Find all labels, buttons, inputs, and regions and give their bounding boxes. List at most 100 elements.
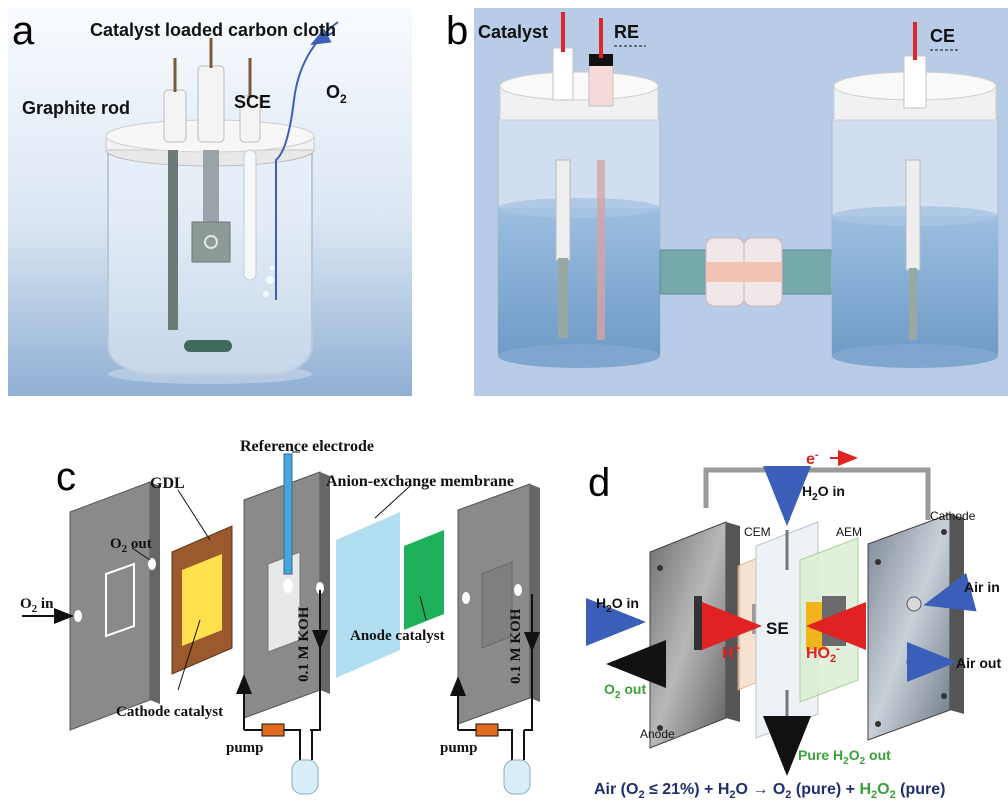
label-anion-exchange-membrane: Anion-exchange membrane [326, 473, 514, 490]
panel-a: a Catalyst loaded carbon cloth Graphite … [8, 8, 412, 396]
aem-catalyst-grey [822, 596, 846, 646]
anion-exchange-membrane [336, 512, 400, 678]
anode-window [481, 561, 513, 649]
bubble [266, 276, 274, 284]
anode-flow-slot [694, 596, 702, 650]
cathode-catalyst-layer [182, 554, 222, 646]
stir-bar [184, 340, 232, 352]
label-reference-electrode: Reference electrode [240, 438, 374, 455]
reaction-equation: Air (O2 ≤ 21%) + H2O → O2 (pure) + H2O2 … [594, 781, 945, 801]
leader-line [177, 489, 211, 541]
port [283, 579, 293, 593]
label-o2-in: O2 in [20, 596, 54, 615]
left-electrolyte [498, 208, 660, 356]
endplate-left-side [150, 482, 160, 704]
label-o2-out: O2 out [110, 536, 152, 555]
carbon-cloth [191, 221, 231, 263]
electrode-clip [204, 235, 218, 249]
panel-b: b Catalyst RE CE [446, 8, 1008, 396]
label-pump-2: pump [440, 740, 478, 756]
re-cap [589, 54, 613, 66]
re-tube [597, 160, 605, 340]
label-cem: CEM [744, 525, 771, 539]
screw [875, 559, 881, 565]
label-aem: AEM [836, 525, 862, 539]
label-pump-1: pump [226, 740, 264, 756]
label-catalyst-carbon-cloth: Catalyst loaded carbon cloth [90, 20, 336, 40]
air-in-port [906, 596, 922, 612]
ce-holder [903, 55, 927, 109]
label-ce: CE [930, 26, 955, 46]
left-liquid-surface [498, 198, 660, 218]
catalyst-electrode [558, 258, 568, 338]
ce-lead [913, 22, 917, 60]
label-cathode: Cathode [930, 509, 976, 523]
label-air-out: Air out [956, 655, 1001, 671]
panel-b-letter: b [446, 9, 468, 53]
label-h2o-in-top: H2O in [802, 483, 845, 503]
leader-line [419, 595, 427, 621]
graphite-rod-holder [163, 89, 187, 143]
screw [875, 721, 881, 727]
label-cathode-catalyst: Cathode catalyst [116, 704, 223, 720]
reservoir-lines [498, 729, 525, 760]
label-o2: O2 [326, 82, 347, 106]
label-catalyst: Catalyst [478, 22, 548, 42]
bridge-membrane [706, 262, 782, 282]
label-sce: SCE [234, 92, 271, 112]
label-graphite-rod: Graphite rod [22, 98, 130, 118]
reservoir-lines [284, 729, 313, 760]
ce-electrode [909, 268, 917, 340]
bubble [269, 265, 275, 271]
port [462, 592, 470, 604]
label-electron: e- [806, 449, 819, 468]
bubble [263, 291, 269, 297]
o2-in-port [74, 610, 82, 622]
panel-d-letter: d [588, 461, 610, 505]
screw [657, 565, 663, 571]
label-koh-cathode: 0.1 M KOH [296, 606, 312, 682]
screw [941, 529, 947, 535]
ce-rod [905, 159, 921, 271]
label-re: RE [614, 22, 639, 42]
flow-field-window [105, 562, 135, 638]
catalyst-electrode-holder [552, 47, 574, 101]
label-anode: Anode [640, 727, 675, 741]
leader-line [374, 485, 411, 519]
air-in-arrow [923, 572, 977, 612]
pump-2 [475, 723, 499, 737]
label-se: SE [766, 619, 789, 638]
graphite-rod [168, 150, 178, 330]
screw [941, 693, 947, 699]
label-ho2: HO2- [806, 643, 840, 665]
endplate-left [69, 481, 151, 731]
left-vessel-bottom [498, 344, 660, 368]
o2-out-port [148, 558, 156, 570]
working-electrode-rod [203, 150, 219, 230]
panel-a-letter: a [12, 9, 35, 53]
panel-c: c Reference electrode Anion-exchange mem… [20, 438, 540, 795]
reservoir-1 [291, 759, 319, 795]
right-vessel-bottom [832, 344, 998, 368]
cathode-plate [867, 513, 951, 741]
label-o2-out: O2 out [604, 681, 646, 701]
label-h-plus: H+ [722, 643, 740, 662]
label-anode-catalyst: Anode catalyst [350, 628, 445, 644]
pump-1 [261, 723, 285, 737]
re-lead [599, 18, 603, 58]
o2-flow-arrow [310, 28, 335, 45]
label-pure-h2o2-out: Pure H2O2 out [798, 747, 891, 767]
anode-catalyst-layer [404, 530, 444, 630]
panel-d: d e- H2O in CEM AEM Cathode H2O in SE H+… [586, 449, 1001, 801]
label-air-in: Air in [964, 579, 1000, 595]
working-electrode-holder [197, 65, 225, 143]
external-circuit-wire [703, 467, 931, 520]
panel-c-letter: c [56, 455, 76, 499]
label-h2o-in-left: H2O in [596, 595, 639, 615]
leader-line [177, 619, 201, 691]
screw [657, 725, 663, 731]
catalyst-lead [561, 12, 565, 52]
port [514, 584, 522, 596]
label-gdl: GDL [150, 475, 185, 492]
